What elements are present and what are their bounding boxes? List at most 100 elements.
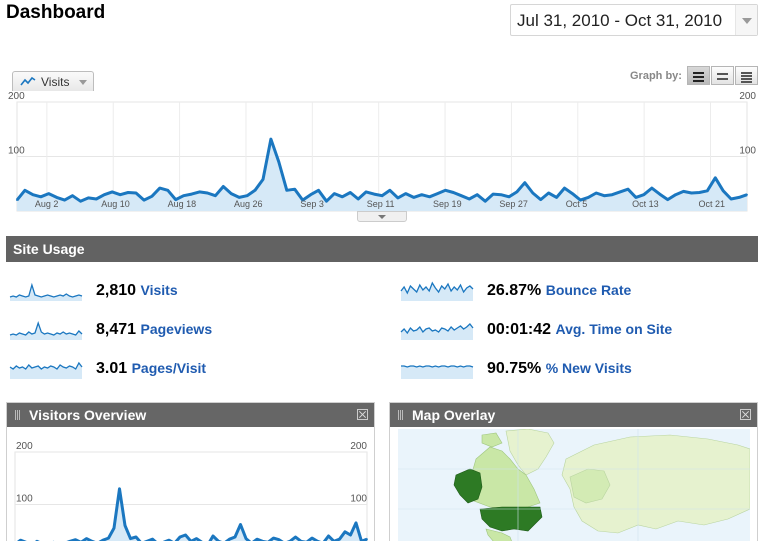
usage-link-bounce-rate[interactable]: Bounce Rate [545, 282, 632, 298]
data-point [690, 192, 693, 194]
data-point [373, 193, 375, 195]
drag-handle-icon[interactable] [398, 410, 404, 420]
data-point [301, 199, 304, 201]
data-point [412, 196, 415, 199]
drag-handle-icon[interactable] [15, 410, 21, 420]
data-point [16, 199, 18, 201]
sparkline-area [401, 366, 473, 379]
data-point [460, 194, 463, 197]
usage-link-pages-per-visit[interactable]: Pages/Visit [131, 360, 207, 376]
data-point [344, 530, 346, 533]
usage-value: 90.75% [487, 360, 542, 377]
y-tick-label-left: 200 [8, 91, 25, 102]
data-point [698, 191, 701, 194]
chart-collapse-toggle[interactable] [357, 211, 407, 222]
visits-sparkline[interactable] [9, 279, 83, 303]
data-point [619, 191, 621, 193]
new-visits-sparkline[interactable] [400, 357, 474, 381]
data-point [674, 193, 677, 196]
data-point [523, 181, 526, 184]
data-point [587, 196, 590, 199]
data-point [642, 193, 645, 196]
sparkline-line [400, 323, 474, 335]
data-point [184, 534, 187, 536]
usage-link-visits[interactable]: Visits [140, 282, 178, 298]
graph-by-day-button[interactable] [687, 66, 710, 85]
visitors-overview-chart[interactable]: 200 200 100 100 [7, 427, 374, 541]
data-point [246, 194, 249, 197]
data-point [230, 192, 233, 195]
map-region-eurasia [561, 434, 750, 534]
usage-value: 3.01 [96, 360, 128, 377]
metric-selector[interactable]: Visits [12, 71, 94, 91]
data-point [212, 535, 214, 537]
data-point [119, 193, 122, 196]
sparkline-area [401, 283, 473, 301]
usage-value: 2,810 [96, 282, 137, 299]
map-overlay-panel: Map Overlay [389, 402, 758, 541]
sparkline-line [401, 365, 474, 368]
pageviews-sparkline[interactable] [9, 318, 83, 342]
site-usage-header: Site Usage [6, 236, 758, 262]
data-point [151, 538, 154, 541]
data-point [333, 192, 336, 195]
map-region-usa [479, 506, 543, 532]
x-tick-label: Aug 10 [101, 199, 130, 209]
data-point [539, 198, 542, 201]
data-point [355, 522, 357, 524]
usage-value: 26.87% [487, 282, 542, 299]
data-point [500, 193, 502, 196]
data-point [32, 193, 34, 196]
data-point [492, 193, 494, 195]
visitors-overview-panel: Visitors Overview 200 200 100 100 [6, 402, 375, 541]
data-point [635, 196, 637, 199]
data-point [444, 189, 447, 192]
data-point [103, 193, 106, 196]
data-point [436, 192, 439, 195]
data-point [47, 192, 50, 195]
data-point [107, 537, 110, 539]
data-point [85, 537, 88, 540]
data-point [71, 194, 74, 197]
data-point [277, 161, 280, 163]
bounce-rate-sparkline[interactable] [400, 279, 474, 303]
x-tick-label: Sep 3 [300, 199, 324, 209]
data-point [143, 199, 145, 201]
data-point [404, 192, 407, 195]
data-point [206, 192, 209, 194]
data-point [166, 189, 169, 192]
data-point [484, 200, 487, 203]
pages-per-visit-sparkline[interactable] [9, 357, 83, 381]
world-map[interactable] [398, 429, 750, 541]
sparkline-line [9, 320, 83, 336]
data-point [531, 192, 534, 194]
date-range-selector[interactable]: Jul 31, 2010 - Oct 31, 2010 [510, 4, 758, 36]
map-region-europe [569, 468, 611, 504]
x-tick-label: Aug 18 [168, 199, 197, 209]
map-region-alaska [453, 468, 483, 504]
close-icon[interactable] [357, 409, 368, 420]
map-region-arctic-islands [481, 432, 503, 448]
graph-by-week-button[interactable] [711, 66, 734, 85]
data-point [389, 189, 391, 192]
data-point [135, 192, 137, 194]
panel-title[interactable]: Visitors Overview [29, 407, 147, 423]
close-icon[interactable] [740, 409, 751, 420]
visits-chart[interactable]: 200 200 100 100 Aug 2 Aug 10 Aug 18 Aug 26 Sep 3… [7, 90, 758, 214]
usage-value: 00:01:42 [487, 321, 552, 338]
data-point [658, 193, 661, 195]
data-point [179, 536, 181, 538]
chevron-down-icon[interactable] [735, 5, 757, 35]
data-point [341, 195, 344, 198]
data-point [198, 191, 201, 193]
sparkline-area [401, 324, 473, 340]
panel-header[interactable]: Visitors Overview [7, 403, 374, 427]
usage-link-avg-time-on-site[interactable]: Avg. Time on Site [555, 321, 673, 337]
data-point [174, 198, 177, 201]
usage-link-pageviews[interactable]: Pageviews [140, 321, 213, 337]
panel-title[interactable]: Map Overlay [412, 407, 496, 423]
graph-by-month-button[interactable] [735, 66, 758, 85]
avg-time-sparkline[interactable] [400, 318, 474, 342]
panel-header[interactable]: Map Overlay [390, 403, 757, 427]
usage-link-new-visits[interactable]: % New Visits [545, 360, 632, 376]
